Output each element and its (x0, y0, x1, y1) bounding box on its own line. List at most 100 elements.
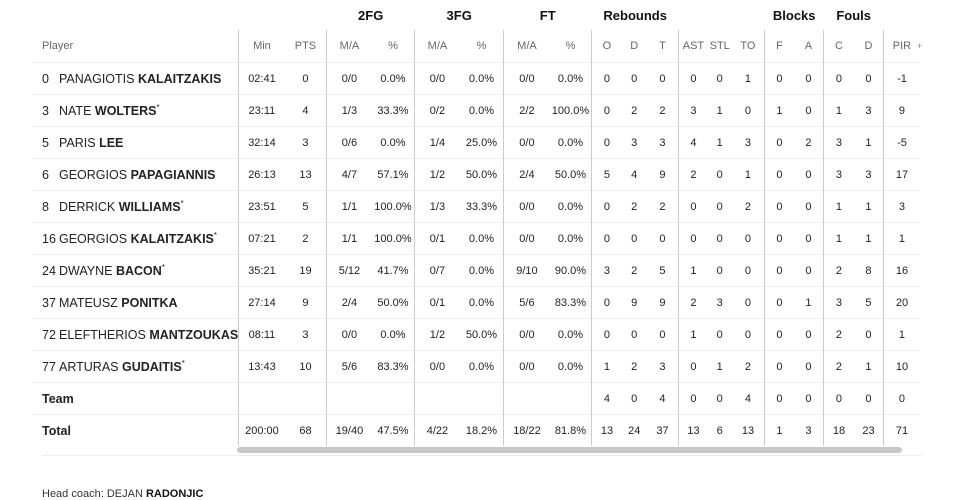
stat-cell-: 50.0% (459, 158, 504, 191)
column-header[interactable]: TO (740, 40, 756, 52)
stat-cell-c: 1 (823, 222, 854, 255)
player-name[interactable]: 37 MATEUSZ PONITKA (32, 286, 239, 319)
column-header[interactable]: A (804, 40, 813, 52)
player-name[interactable]: 24 DWAYNE BACON* (32, 254, 239, 287)
stat-cell-stl: 1 (707, 94, 732, 127)
stat-cell-: 0.0% (549, 318, 592, 351)
starter-marker: * (181, 358, 185, 368)
column-header[interactable]: D (864, 40, 873, 52)
stat-cell-: 0.0% (549, 126, 592, 159)
player-name[interactable]: 3 NATE WOLTERS* (32, 94, 239, 127)
column-header[interactable]: AST (678, 30, 708, 63)
stat-cell-d: 3 (621, 126, 647, 159)
player-row: 16 GEORGIOS KALAITZAKIS* 07:21 2 1/1 100.0% 0/… (32, 222, 920, 255)
stat-cell-: 0.0% (549, 62, 592, 95)
head-coach-first: DEJAN (106, 488, 143, 500)
starter-marker: * (180, 198, 184, 208)
column-header[interactable]: PIR (883, 30, 920, 63)
stat-cell- (371, 382, 415, 415)
stat-cell-f: 0 (764, 254, 794, 287)
player-name[interactable]: 5 PARIS LEE (32, 126, 239, 159)
player-number: 24 (42, 264, 56, 279)
stat-cell-: 50.0% (459, 318, 504, 351)
stat-cell-d: 4 (621, 158, 647, 191)
stat-cell-ma: 1/3 (326, 94, 372, 127)
stat-cell-pir: -5 (883, 126, 920, 159)
stat-cell-: 0.0% (459, 94, 504, 127)
stat-cell-pts: 19 (284, 254, 327, 287)
stat-cell-min: 35:21 (238, 254, 285, 287)
column-header[interactable]: % (476, 40, 487, 52)
column-header[interactable]: T (659, 40, 666, 52)
player-name[interactable]: 16 GEORGIOS KALAITZAKIS* (32, 222, 239, 255)
stat-cell- (549, 382, 592, 415)
stat-cell-ma: 4/7 (326, 158, 372, 191)
stat-cell-: 83.3% (371, 350, 415, 383)
stat-cell-ast: 2 (678, 286, 708, 319)
stat-cell-o: 0 (591, 62, 622, 95)
stat-cell-ma: 2/4 (503, 158, 550, 191)
stat-cell-to: 13 (731, 414, 765, 446)
column-header-row: Player Min PTS M/A% M/A% M/A% O D T AST STL TO F A C D P… (32, 30, 920, 63)
stat-cell-: 90.0% (549, 254, 592, 287)
column-header[interactable]: F (764, 30, 794, 63)
stat-cell-pir: 3 (883, 190, 920, 223)
stat-cell-min: 23:11 (238, 94, 285, 127)
stat-cell-: 0.0% (549, 350, 592, 383)
player-name[interactable]: 8 DERRICK WILLIAMS* (32, 190, 239, 223)
stat-cell-t: 3 (646, 350, 679, 383)
horizontal-scrollbar[interactable] (237, 447, 902, 453)
player-name[interactable]: 77 ARTURAS GUDAITIS* (32, 350, 239, 383)
column-header[interactable]: M/A (503, 30, 550, 63)
stat-cell-min: 23:51 (238, 190, 285, 223)
stat-cell-stl: 3 (707, 286, 732, 319)
stat-cell- (459, 382, 504, 415)
stat-cell-o: 0 (591, 94, 622, 127)
stat-cell-: 0.0% (371, 126, 415, 159)
column-header[interactable]: STL (709, 40, 730, 52)
stat-cell-t: 5 (646, 254, 679, 287)
expand-columns-icon[interactable]: + (917, 41, 923, 51)
stat-cell-ma: 0/6 (326, 126, 372, 159)
stat-cell-ma: 18/22 (503, 414, 550, 446)
stat-cell-c: 3 (823, 286, 854, 319)
column-header[interactable]: PTS (294, 40, 317, 52)
stat-cell-min: 26:13 (238, 158, 285, 191)
stat-cell-o: 0 (591, 222, 622, 255)
stat-cell-d: 1 (853, 222, 884, 255)
player-last-name: KALAITZAKIS (137, 71, 222, 86)
stat-cell-d: 3 (853, 94, 884, 127)
stat-cell-c: 0 (823, 62, 854, 95)
stat-cell-ma: 1/1 (326, 222, 372, 255)
player-name[interactable]: 72 ELEFTHERIOS MANTZOUKAS (32, 318, 239, 351)
column-header[interactable]: % (565, 40, 576, 52)
stat-cell-min (238, 382, 285, 415)
stat-cell-: 0.0% (459, 350, 504, 383)
stat-cell-d: 3 (853, 158, 884, 191)
table-bottom-divider (42, 455, 922, 456)
stat-cell-: 81.8% (549, 414, 592, 446)
player-name[interactable]: 6 GEORGIOS PAPAGIANNIS (32, 158, 239, 191)
column-header[interactable]: M/A (326, 30, 372, 63)
stat-cell-ma: 1/4 (414, 126, 460, 159)
stat-cell-to: 0 (731, 286, 765, 319)
column-header[interactable]: D (630, 40, 639, 52)
stat-cell-o: 13 (591, 414, 622, 446)
column-header[interactable]: O (591, 30, 622, 63)
stat-cell-: 83.3% (549, 286, 592, 319)
stat-cell-o: 0 (591, 318, 622, 351)
stat-cell-: 100.0% (371, 222, 415, 255)
player-number: 16 (42, 232, 56, 247)
stat-cell-a: 0 (793, 222, 824, 255)
stat-cell-ma (503, 382, 550, 415)
column-header[interactable]: M/A (414, 30, 460, 63)
column-header[interactable]: Player (42, 40, 74, 52)
column-header[interactable]: % (388, 40, 398, 52)
team-label: Team (32, 382, 239, 415)
stat-cell-a: 0 (793, 254, 824, 287)
column-header[interactable]: Min (238, 30, 285, 63)
player-name[interactable]: 0 PANAGIOTIS KALAITZAKIS (32, 62, 239, 95)
column-header[interactable]: C (823, 30, 854, 63)
player-first-name: DERRICK (59, 200, 116, 215)
stat-cell-ma: 0/7 (414, 254, 460, 287)
